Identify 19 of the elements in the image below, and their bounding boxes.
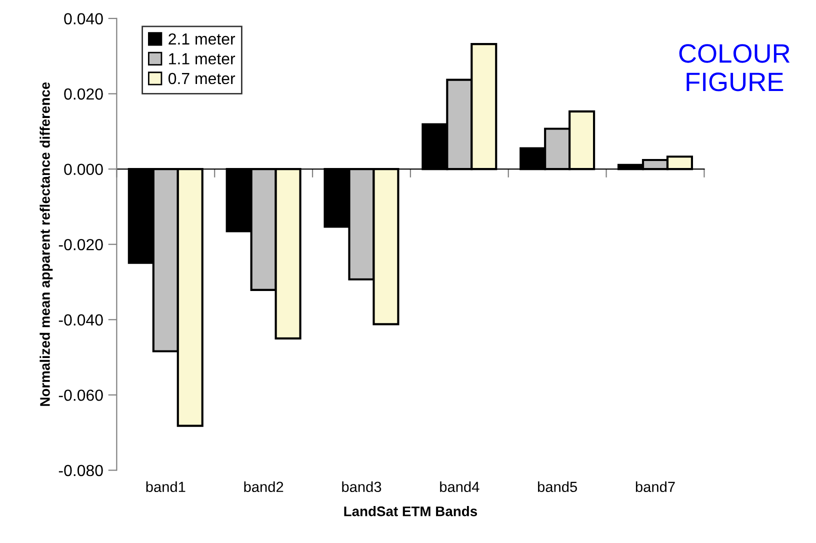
- x-tick-label: band2: [244, 481, 284, 492]
- annotation: COLOUR FIGURE: [679, 44, 790, 92]
- y-tick-label: -0.080: [58, 464, 103, 476]
- y-axis-title: Normalized mean apparent reflectance difference: [40, 82, 53, 406]
- x-tick-label: band4: [440, 481, 480, 492]
- legend-label: 2.1 meter: [168, 33, 236, 45]
- y-tick-label: -0.020: [58, 238, 103, 250]
- legend-label: 0.7 meter: [168, 72, 236, 84]
- y-tick-label: -0.040: [58, 314, 103, 326]
- x-tick-label: band1: [146, 481, 186, 492]
- y-tick-label: 0.000: [64, 164, 103, 175]
- y-tick-label: 0.040: [64, 13, 103, 24]
- x-tick-label: band7: [636, 481, 675, 492]
- x-tick-label: band3: [342, 481, 382, 492]
- x-axis-title: LandSat ETM Bands: [344, 506, 478, 516]
- y-tick-label: 0.020: [64, 88, 103, 100]
- legend-label: 1.1 meter: [169, 53, 236, 64]
- y-tick-label: -0.060: [58, 390, 103, 401]
- x-tick-label: band5: [538, 481, 577, 492]
